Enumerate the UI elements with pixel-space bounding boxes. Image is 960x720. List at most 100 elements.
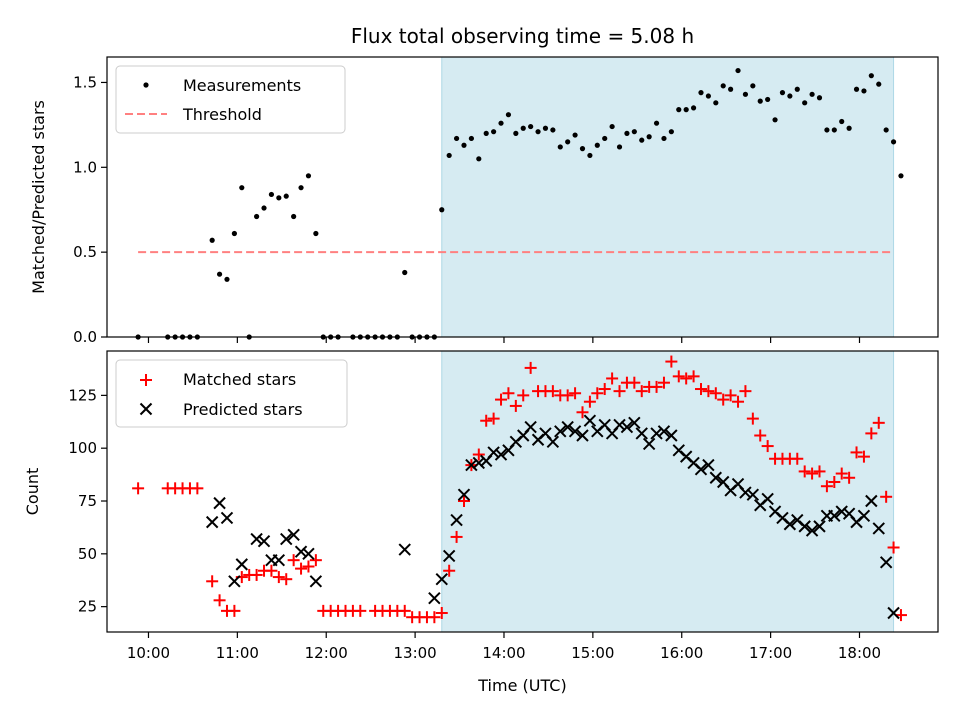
matched-star-point (717, 393, 730, 406)
predicted-star-point (287, 528, 300, 542)
matched-star-point (739, 385, 752, 398)
predicted-stars-legend-marker (139, 402, 153, 416)
measurement-point (616, 144, 623, 150)
predicted-star-point (694, 463, 708, 476)
predicted-star-point (487, 446, 500, 459)
matched-star-point (694, 383, 707, 396)
matched-star-point (140, 374, 152, 386)
measurement-point (668, 129, 674, 135)
predicted-star-point (828, 509, 841, 523)
measurement-point (890, 139, 897, 145)
measurement-point (631, 129, 637, 135)
predicted-star-point (435, 572, 448, 586)
matched-star-point (865, 427, 878, 440)
measurement-point (298, 185, 304, 191)
matched-star-point (443, 564, 456, 577)
measurement-point (461, 142, 467, 148)
measurement-point (705, 93, 712, 99)
measurement-point (639, 137, 645, 143)
measurement-point (542, 125, 549, 131)
bottom-x-ticks: 10:00 11:00 12:00 13:00 14:00 15:00 16:00 17:00… (127, 632, 881, 662)
measurement-point (720, 83, 726, 89)
measurement-point (305, 173, 312, 179)
measurement-point (765, 96, 771, 103)
measurement-point (690, 105, 697, 111)
top-axes-frame (106, 56, 939, 338)
predicted-star-point (650, 427, 663, 440)
predicted-star-point (642, 437, 656, 451)
matched-star-point (206, 575, 219, 588)
predicted-star-point (272, 553, 286, 567)
predicted-star-point (309, 575, 323, 588)
predicted-star-point (472, 456, 486, 470)
measurement-point (528, 123, 534, 130)
measurement-point (653, 120, 660, 126)
chart-title: Flux total observing time = 5.08 h (351, 24, 694, 48)
matched-star-point (850, 446, 863, 459)
predicted-star-point (465, 458, 478, 472)
predicted-star-point (665, 429, 678, 442)
top-y-axis-label: Matched/Predicted stars (29, 100, 48, 294)
predicted-star-point (657, 425, 671, 438)
bottom-legend: Matched stars Predicted stars (115, 359, 348, 428)
measurement-point (898, 173, 904, 179)
matched-star-point (791, 452, 804, 465)
bottom-legend-box (115, 359, 348, 428)
measurement-point (646, 134, 652, 140)
matched-star-point (309, 554, 322, 567)
measurement-point (772, 117, 778, 123)
predicted-star-point (428, 591, 441, 605)
matched-star-point (517, 389, 530, 402)
measurement-point (802, 100, 808, 106)
matched-star-point (472, 448, 485, 461)
measurement-point (209, 237, 215, 243)
x-tick-label: 14:00 (482, 644, 525, 662)
predicted-star-point (813, 520, 826, 533)
matched-star-point (709, 387, 722, 400)
measurement-point (713, 100, 719, 106)
matched-star-point (495, 393, 508, 406)
measurement-point (557, 144, 563, 150)
measurement-point (750, 83, 756, 89)
matched-star-point (628, 376, 641, 389)
y-tick-label: 50 (78, 545, 97, 563)
measurement-point (446, 152, 452, 159)
bottom-y-axis-label: Count (23, 468, 42, 516)
predicted-star-point (746, 488, 760, 501)
matched-star-point (546, 385, 559, 398)
predicted-star-point (583, 414, 597, 427)
measurement-point (453, 135, 460, 142)
x-axis-label: Time (UTC) (477, 676, 566, 695)
matched-star-point (228, 604, 241, 617)
predicted-star-point (887, 606, 900, 620)
observing-time-shaded-region (441, 56, 895, 338)
matched-star-point (302, 560, 315, 573)
measurements-points (135, 67, 904, 340)
matched-star-point (702, 385, 715, 398)
measurement-point (483, 130, 489, 136)
matched-star-point (509, 399, 522, 412)
measurement-point (816, 95, 823, 101)
matched-star-point (613, 385, 626, 398)
measurement-point (676, 107, 682, 113)
matched-stars-points (132, 355, 907, 624)
predicted-star-point (213, 496, 226, 510)
measurement-point (261, 205, 267, 211)
measurement-point (831, 127, 837, 133)
matched-star-point (665, 355, 678, 368)
measurement-point (809, 91, 815, 97)
predicted-star-point (857, 509, 871, 523)
matched-star-point (843, 471, 856, 484)
predicted-star-point (805, 524, 819, 537)
top-y-ticks: 0.0 0.5 1.0 1.5 (73, 73, 107, 346)
x-tick-label: 13:00 (393, 644, 436, 662)
matched-star-point (450, 530, 463, 543)
y-tick-label: 1.0 (73, 158, 97, 176)
matched-star-point (880, 490, 893, 503)
measurement-point (794, 86, 800, 92)
matched-star-point (598, 383, 611, 396)
predicted-stars-points (205, 414, 900, 620)
predicted-star-point (294, 545, 308, 558)
predicted-star-point (457, 488, 471, 501)
